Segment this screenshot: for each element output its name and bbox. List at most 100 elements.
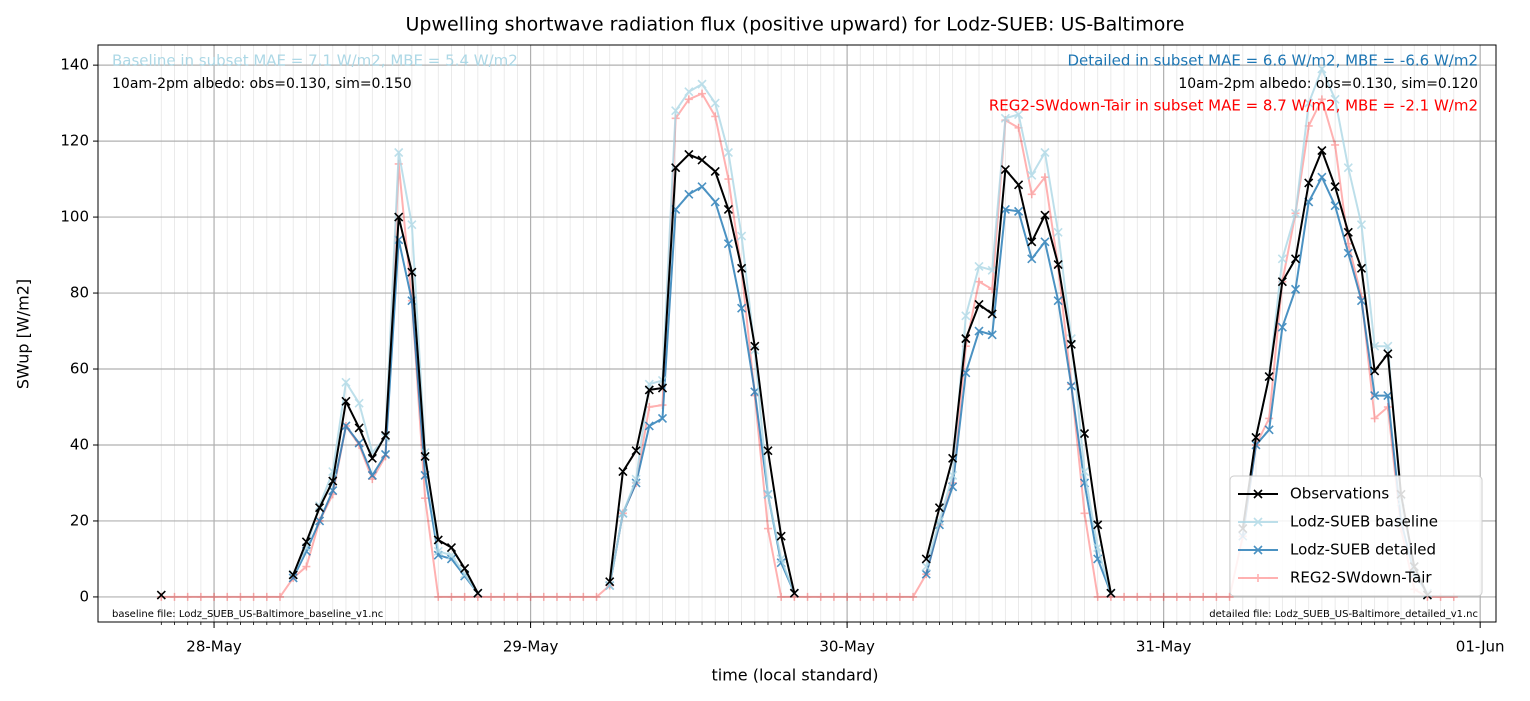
point xyxy=(223,592,232,601)
point xyxy=(1040,173,1049,182)
point xyxy=(566,592,575,601)
point xyxy=(1277,277,1287,287)
point xyxy=(433,535,443,545)
point xyxy=(1356,296,1367,306)
point xyxy=(618,467,628,477)
point xyxy=(737,231,747,241)
point xyxy=(513,592,522,601)
point xyxy=(789,588,799,598)
point xyxy=(315,503,325,513)
point xyxy=(1343,163,1353,173)
legend-marker xyxy=(1253,545,1263,555)
x-axis-label: time (local standard) xyxy=(711,666,878,685)
point xyxy=(394,235,404,245)
legend-label: Lodz-SUEB detailed xyxy=(1290,541,1436,559)
point xyxy=(1120,592,1129,601)
point xyxy=(618,508,628,518)
point xyxy=(987,265,997,275)
point xyxy=(961,311,971,321)
point xyxy=(1317,172,1327,182)
point xyxy=(684,149,694,159)
point xyxy=(1027,254,1037,264)
legend-marker xyxy=(1253,489,1263,499)
x-tick-label: 29-May xyxy=(503,638,559,656)
point xyxy=(1014,206,1024,216)
point xyxy=(262,592,271,601)
point xyxy=(302,562,311,571)
point xyxy=(1277,254,1287,264)
point xyxy=(724,175,733,184)
point xyxy=(420,451,430,461)
annotation: 10am-2pm albedo: obs=0.130, sim=0.120 xyxy=(1178,76,1478,92)
point xyxy=(657,413,668,423)
legend-marker xyxy=(1254,574,1262,582)
point xyxy=(354,398,364,408)
point xyxy=(698,89,707,98)
point xyxy=(1356,220,1367,230)
point xyxy=(210,592,219,601)
point xyxy=(803,592,812,601)
point xyxy=(777,592,786,601)
x-tick-label: 30-May xyxy=(819,638,875,656)
point xyxy=(1343,227,1353,237)
point xyxy=(341,396,351,406)
point xyxy=(539,592,548,601)
annotation: baseline file: Lodz_SUEB_US-Baltimore_ba… xyxy=(112,609,383,620)
annotation: 10am-2pm albedo: obs=0.130, sim=0.150 xyxy=(112,76,412,92)
point xyxy=(1383,341,1393,351)
point xyxy=(723,204,733,215)
point xyxy=(1080,509,1089,518)
series xyxy=(156,146,1432,600)
point xyxy=(183,592,192,601)
point xyxy=(526,592,535,601)
x-tick-label: 28-May xyxy=(186,638,242,656)
point xyxy=(500,592,509,601)
point xyxy=(156,590,166,600)
legend-entry: Observations xyxy=(1238,485,1389,503)
point xyxy=(1370,391,1380,401)
point xyxy=(974,261,984,272)
point xyxy=(1000,113,1010,123)
point xyxy=(1251,440,1261,450)
point xyxy=(434,592,443,601)
point xyxy=(1290,284,1301,294)
point xyxy=(644,385,654,395)
annotation: REG2-SWdown-Tair in subset MAE = 8.7 W/m… xyxy=(989,97,1478,115)
point xyxy=(1330,201,1340,211)
point xyxy=(1106,588,1116,598)
point xyxy=(315,516,325,526)
point xyxy=(1186,592,1195,601)
point xyxy=(367,453,377,463)
point xyxy=(1370,366,1380,376)
plot-frame xyxy=(97,44,1497,623)
y-axis-label: SWup [W/m2] xyxy=(14,279,33,389)
point xyxy=(380,430,391,441)
point xyxy=(1264,372,1274,382)
point xyxy=(1212,592,1221,601)
point xyxy=(684,95,693,104)
point xyxy=(592,592,601,601)
y-tick-label: 40 xyxy=(70,435,89,453)
point xyxy=(1317,95,1326,104)
legend-entry: Lodz-SUEB baseline xyxy=(1238,513,1438,531)
point xyxy=(974,299,984,310)
legend-swatch xyxy=(1238,545,1278,555)
point xyxy=(380,449,391,460)
point xyxy=(421,494,430,503)
point xyxy=(909,592,918,601)
point xyxy=(460,563,470,574)
point xyxy=(723,147,733,158)
y-tick-label: 20 xyxy=(70,511,89,529)
point xyxy=(288,573,298,583)
point xyxy=(407,220,417,230)
legend-label: Observations xyxy=(1290,485,1389,503)
point xyxy=(763,524,772,533)
point xyxy=(856,592,865,601)
annotation: Detailed in subset MAE = 6.6 W/m2, MBE =… xyxy=(1067,52,1478,70)
legend-swatch xyxy=(1238,489,1278,499)
point xyxy=(1040,147,1050,158)
point xyxy=(1133,592,1142,601)
point xyxy=(407,267,417,277)
point xyxy=(790,592,799,601)
